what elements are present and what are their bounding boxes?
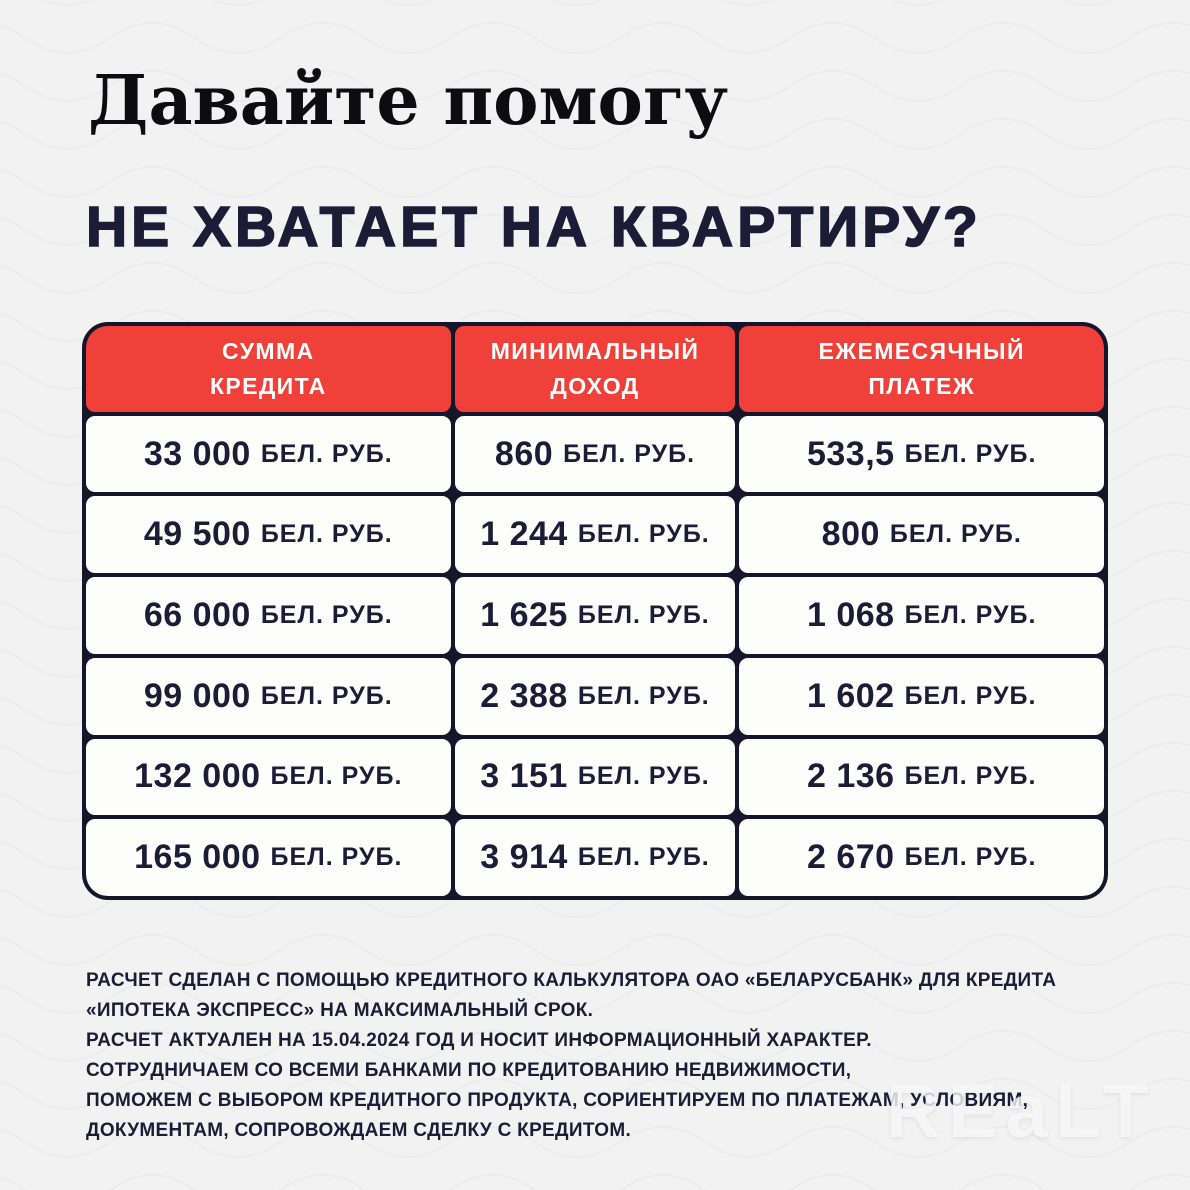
column-header-min-income: МИНИМАЛЬНЫЙ ДОХОД: [454, 326, 736, 412]
page-title: Давайте помогу: [88, 61, 729, 141]
disclaimer-text: РАСЧЕТ СДЕЛАН С ПОМОЩЬЮ КРЕДИТНОГО КАЛЬК…: [86, 966, 1056, 1146]
currency-unit: БЕЛ. РУБ.: [904, 600, 1037, 629]
payment-amount: 1 068: [806, 595, 895, 634]
currency-unit: БЕЛ. РУБ.: [904, 843, 1037, 872]
credit-amount: 165 000: [134, 838, 261, 877]
table-cell-income: 3 151 БЕЛ. РУБ.: [454, 738, 736, 816]
table-cell-payment: 1 068 БЕЛ. РУБ.: [739, 577, 1104, 654]
disclaimer-line: ПОМОЖЕМ С ВЫБОРОМ КРЕДИТНОГО ПРОДУКТА, С…: [86, 1090, 1029, 1111]
table-cell-payment: 2 136 БЕЛ. РУБ.: [739, 738, 1104, 816]
payment-amount: 2 670: [806, 838, 895, 877]
credit-amount: 66 000: [143, 595, 251, 634]
income-amount: 1 625: [480, 595, 568, 634]
currency-unit: БЕЛ. РУБ.: [563, 439, 696, 468]
currency-unit: БЕЛ. РУБ.: [260, 439, 393, 468]
currency-unit: БЕЛ. РУБ.: [577, 843, 710, 872]
page-subtitle: НЕ ХВАТАЕТ НА КВАРТИРУ?: [85, 195, 982, 259]
currency-unit: БЕЛ. РУБ.: [904, 681, 1037, 710]
table-cell-payment: 800 БЕЛ. РУБ.: [739, 496, 1104, 574]
currency-unit: БЕЛ. РУБ.: [904, 762, 1037, 791]
income-amount: 2 388: [480, 676, 568, 715]
table-cell-credit: 99 000 БЕЛ. РУБ.: [86, 657, 451, 735]
currency-unit: БЕЛ. РУБ.: [260, 681, 393, 710]
table-cell-credit: 49 500 БЕЛ. РУБ.: [86, 496, 451, 574]
table-cell-income: 1 244 БЕЛ. РУБ.: [454, 496, 736, 574]
currency-unit: БЕЛ. РУБ.: [260, 520, 393, 549]
income-amount: 3 914: [480, 838, 568, 877]
column-header-label: СУММА: [222, 338, 315, 365]
payment-amount: 2 136: [806, 757, 895, 796]
table-cell-credit: 66 000 БЕЛ. РУБ.: [86, 577, 451, 654]
currency-unit: БЕЛ. РУБ.: [577, 600, 710, 629]
table-cell-payment: 533,5 БЕЛ. РУБ.: [739, 415, 1104, 493]
currency-unit: БЕЛ. РУБ.: [260, 600, 393, 629]
table-cell-credit: 132 000 БЕЛ. РУБ.: [86, 738, 451, 816]
column-header-label: ПЛАТЕЖ: [868, 372, 976, 399]
column-header-label: ЕЖЕМЕСЯЧНЫЙ: [818, 338, 1025, 365]
disclaimer-line: ДОКУМЕНТАМ, СОПРОВОЖДАЕМ СДЕЛКУ С КРЕДИТ…: [86, 1120, 632, 1141]
currency-unit: БЕЛ. РУБ.: [577, 681, 710, 710]
table-cell-income: 2 388 БЕЛ. РУБ.: [454, 657, 736, 735]
currency-unit: БЕЛ. РУБ.: [904, 439, 1037, 468]
disclaimer-line: СОТРУДНИЧАЕМ СО ВСЕМИ БАНКАМИ ПО КРЕДИТО…: [86, 1060, 852, 1081]
disclaimer-line: РАСЧЕТ АКТУАЛЕН НА 15.04.2024 ГОД И НОСИ…: [86, 1030, 872, 1051]
currency-unit: БЕЛ. РУБ.: [889, 520, 1022, 549]
currency-unit: БЕЛ. РУБ.: [577, 520, 710, 549]
payment-amount: 1 602: [806, 676, 895, 715]
credit-amount: 33 000: [143, 434, 251, 473]
column-header-monthly-payment: ЕЖЕМЕСЯЧНЫЙ ПЛАТЕЖ: [739, 326, 1104, 412]
table-cell-payment: 1 602 БЕЛ. РУБ.: [739, 657, 1104, 735]
table-cell-income: 3 914 БЕЛ. РУБ.: [454, 819, 736, 896]
column-header-label: КРЕДИТА: [209, 372, 327, 399]
currency-unit: БЕЛ. РУБ.: [577, 762, 710, 791]
disclaimer-line: «ИПОТЕКА ЭКСПРЕСС» НА МАКСИМАЛЬНЫЙ СРОК.: [86, 1000, 594, 1021]
column-header-credit-sum: СУММА КРЕДИТА: [86, 326, 451, 412]
currency-unit: БЕЛ. РУБ.: [270, 762, 403, 791]
table-cell-credit: 165 000 БЕЛ. РУБ.: [86, 819, 451, 896]
table-cell-payment: 2 670 БЕЛ. РУБ.: [739, 819, 1104, 896]
realt-logo-watermark: REaLT: [886, 1069, 1157, 1154]
income-amount: 860: [494, 434, 554, 473]
payment-amount: 533,5: [806, 434, 895, 473]
credit-table: СУММА КРЕДИТА МИНИМАЛЬНЫЙ ДОХОД ЕЖЕМЕСЯЧ…: [82, 322, 1108, 900]
table-cell-income: 1 625 БЕЛ. РУБ.: [454, 577, 736, 654]
income-amount: 1 244: [480, 515, 568, 554]
table-cell-income: 860 БЕЛ. РУБ.: [454, 415, 736, 493]
credit-amount: 132 000: [134, 757, 261, 796]
disclaimer-line: РАСЧЕТ СДЕЛАН С ПОМОЩЬЮ КРЕДИТНОГО КАЛЬК…: [86, 970, 1057, 991]
payment-amount: 800: [821, 515, 880, 554]
table-cell-credit: 33 000 БЕЛ. РУБ.: [86, 415, 451, 493]
column-header-label: ДОХОД: [550, 372, 640, 399]
credit-amount: 99 000: [143, 676, 251, 715]
income-amount: 3 151: [480, 757, 568, 796]
currency-unit: БЕЛ. РУБ.: [270, 843, 403, 872]
credit-amount: 49 500: [143, 515, 251, 554]
column-header-label: МИНИМАЛЬНЫЙ: [490, 338, 700, 365]
